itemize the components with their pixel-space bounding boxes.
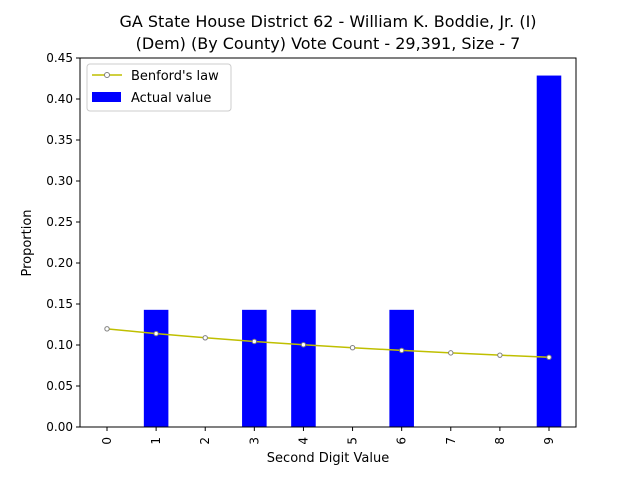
legend: Benford's law Actual value [86,63,232,112]
x-axis-ticks: 0 1 2 3 4 5 6 7 8 9 [100,427,556,445]
actual-value-bar [291,309,316,427]
x-tick-label: 0 [100,437,114,445]
x-tick-label: 9 [542,437,556,445]
legend-actual-swatch [92,92,121,102]
benford-line [106,328,550,359]
actual-value-bar [536,75,562,427]
benford-point [448,350,454,356]
y-tick-label: 0.00 [46,420,73,434]
legend-benford-label: Benford's law [131,69,219,84]
actual-value-bar [242,309,267,427]
legend-actual-label: Actual value [131,91,211,106]
y-tick-label: 0.35 [46,133,73,147]
plot-area-frame [79,57,577,428]
x-tick-label: 1 [149,437,163,445]
benford-point [300,342,307,348]
bar-series [143,75,562,427]
benford-point [104,326,110,332]
y-tick-label: 0.45 [46,51,73,65]
x-tick-label: 6 [395,437,409,445]
benford-point [202,335,208,341]
x-tick-label: 2 [198,437,212,445]
y-axis-ticks: 0.00 0.05 0.10 0.15 0.20 0.25 0.30 0.35 0.40 0.45 [46,51,80,434]
legend-benford-marker [104,72,110,78]
y-tick-label: 0.30 [46,174,73,188]
benford-point [398,347,405,354]
y-tick-label: 0.15 [46,297,73,311]
x-tick-label: 4 [296,437,310,445]
x-tick-label: 3 [247,437,261,445]
benford-point [546,354,552,360]
legend-box [86,63,232,112]
y-tick-label: 0.40 [46,92,73,106]
benford-point [251,338,258,345]
y-tick-label: 0.20 [46,256,73,270]
benford-point [153,330,159,337]
x-tick-label: 7 [444,437,458,445]
actual-value-bar [389,309,414,427]
benford-point [349,345,356,351]
x-tick-label: 5 [346,437,360,445]
benford-line-series [104,326,552,360]
y-tick-label: 0.10 [46,338,73,352]
y-tick-label: 0.25 [46,215,73,229]
benford-point [497,352,503,358]
y-tick-label: 0.05 [46,379,73,393]
x-tick-label: 8 [493,437,507,445]
chart-title-line-2: (Dem) (By County) Vote Count - 29,391, S… [136,34,521,53]
x-axis-label: Second Digit Value [267,451,389,466]
y-axis-label: Proportion [20,209,35,276]
actual-value-bar [143,309,169,427]
chart-title-line-1: GA State House District 62 - William K. … [119,12,536,31]
